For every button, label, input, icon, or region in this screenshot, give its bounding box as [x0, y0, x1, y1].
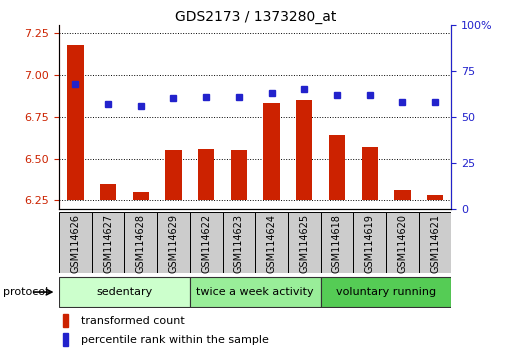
Bar	[223, 212, 255, 273]
Text: GSM114627: GSM114627	[103, 214, 113, 273]
Bar	[59, 212, 92, 273]
Bar	[394, 190, 410, 200]
Text: percentile rank within the sample: percentile rank within the sample	[81, 335, 268, 345]
Bar	[255, 212, 288, 273]
Bar	[353, 212, 386, 273]
Text: protocol: protocol	[3, 287, 48, 297]
Bar	[165, 150, 182, 200]
Bar	[419, 212, 451, 273]
Bar	[362, 147, 378, 200]
Bar	[92, 212, 125, 273]
Bar	[157, 212, 190, 273]
Bar	[190, 277, 321, 307]
Bar	[67, 45, 84, 200]
Bar	[63, 314, 68, 327]
Bar	[427, 195, 443, 200]
Text: GSM114623: GSM114623	[234, 214, 244, 273]
Text: sedentary: sedentary	[96, 287, 152, 297]
Text: GSM114620: GSM114620	[398, 214, 407, 273]
Bar	[190, 212, 223, 273]
Text: GSM114618: GSM114618	[332, 214, 342, 273]
Text: transformed count: transformed count	[81, 316, 184, 326]
Bar	[386, 212, 419, 273]
Bar	[124, 212, 157, 273]
Title: GDS2173 / 1373280_at: GDS2173 / 1373280_at	[174, 10, 336, 24]
Bar	[198, 149, 214, 200]
Bar	[329, 135, 345, 200]
Text: voluntary running: voluntary running	[336, 287, 436, 297]
Bar	[132, 192, 149, 200]
Bar	[288, 212, 321, 273]
Bar	[321, 277, 451, 307]
Bar	[321, 212, 353, 273]
Bar	[231, 150, 247, 200]
Text: GSM114621: GSM114621	[430, 214, 440, 273]
Text: GSM114625: GSM114625	[299, 214, 309, 273]
Text: GSM114628: GSM114628	[136, 214, 146, 273]
Text: twice a week activity: twice a week activity	[196, 287, 314, 297]
Text: GSM114629: GSM114629	[168, 214, 179, 273]
Bar	[296, 100, 312, 200]
Text: GSM114626: GSM114626	[70, 214, 81, 273]
Bar	[263, 103, 280, 200]
Text: GSM114622: GSM114622	[201, 214, 211, 273]
Text: GSM114624: GSM114624	[267, 214, 277, 273]
Bar	[63, 333, 68, 346]
Text: GSM114619: GSM114619	[365, 214, 374, 273]
Bar	[59, 277, 190, 307]
Bar	[100, 184, 116, 200]
